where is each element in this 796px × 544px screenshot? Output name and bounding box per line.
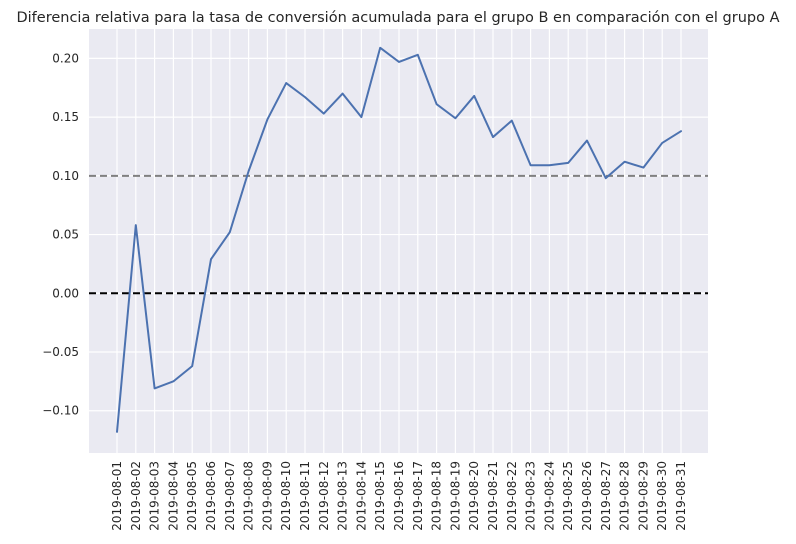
x-tick-label: 2019-08-15: [373, 461, 387, 531]
x-tick-label: 2019-08-20: [467, 461, 481, 531]
reference-lines: [89, 174, 708, 295]
x-tick-label: 2019-08-11: [298, 461, 312, 531]
y-tick-labels: −0.10 −0.05 0.00 0.05 0.10 0.15 0.20: [42, 51, 79, 417]
x-tick-label: 2019-08-08: [242, 461, 256, 531]
y-tick-label: −0.05: [42, 345, 79, 359]
x-tick-label: 2019-08-26: [580, 461, 594, 531]
x-tick-label: 2019-08-23: [524, 461, 538, 531]
x-tick-label: 2019-08-04: [166, 461, 180, 531]
y-tick-label: −0.10: [42, 404, 79, 418]
x-tick-label: 2019-08-16: [392, 461, 406, 531]
x-tick-label: 2019-08-01: [110, 461, 124, 531]
x-tick-label: 2019-08-10: [279, 461, 293, 531]
x-tick-labels: 2019-08-01 2019-08-02 2019-08-03 2019-08-04…: [110, 461, 688, 531]
x-tick-label: 2019-08-05: [185, 461, 199, 531]
y-tick-label: 0.20: [52, 51, 79, 65]
x-tick-label: 2019-08-22: [505, 461, 519, 531]
x-tick-label: 2019-08-14: [354, 461, 368, 531]
x-tick-label: 2019-08-21: [486, 461, 500, 531]
x-tick-label: 2019-08-30: [655, 461, 669, 531]
x-tick-label: 2019-08-03: [148, 461, 162, 531]
x-tick-label: 2019-08-17: [411, 461, 425, 531]
series-line: [116, 46, 682, 433]
y-tick-label: 0.05: [52, 228, 79, 242]
x-tick-label: 2019-08-02: [129, 461, 143, 531]
x-tick-label: 2019-08-19: [448, 461, 462, 531]
x-tick-label: 2019-08-31: [674, 461, 688, 531]
x-tick-label: 2019-08-07: [223, 461, 237, 531]
y-tick-label: 0.15: [52, 110, 79, 124]
x-tick-label: 2019-08-09: [260, 461, 274, 531]
x-tick-label: 2019-08-27: [599, 461, 613, 531]
x-tick-label: 2019-08-06: [204, 461, 218, 531]
x-tick-label: 2019-08-25: [561, 461, 575, 531]
x-tick-label: 2019-08-13: [336, 461, 350, 531]
y-tick-label: 0.10: [52, 169, 79, 183]
y-tick-label: 0.00: [52, 286, 79, 300]
x-tick-label: 2019-08-28: [618, 461, 632, 531]
x-tick-label: 2019-08-24: [542, 461, 556, 531]
x-tick-label: 2019-08-12: [317, 461, 331, 531]
x-tick-label: 2019-08-29: [636, 461, 650, 531]
chart-title: Diferencia relativa para la tasa de conv…: [16, 10, 779, 26]
x-tick-label: 2019-08-18: [430, 461, 444, 531]
